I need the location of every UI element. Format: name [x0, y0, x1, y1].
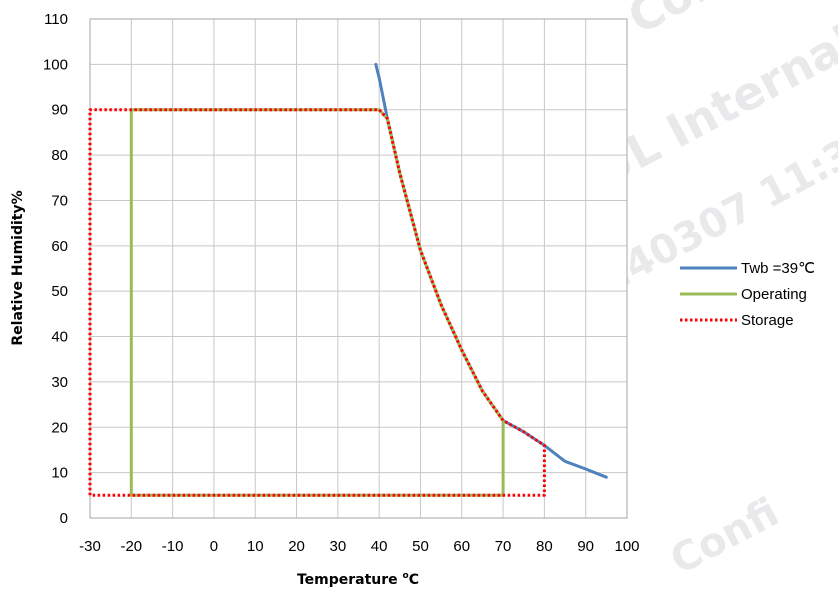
y-tick-label: 10: [51, 465, 68, 482]
x-tick-label: -20: [120, 538, 142, 555]
x-tick-label: 50: [412, 538, 429, 555]
x-tick-label: 90: [577, 538, 594, 555]
plot-area: [88, 18, 628, 519]
y-tick-label: 20: [51, 419, 68, 436]
x-tick-label: 0: [210, 538, 218, 555]
x-tick-label: 30: [330, 538, 347, 555]
x-axis-title-text: Temperature: [297, 572, 403, 588]
x-tick-label: -30: [79, 538, 101, 555]
y-tick-label: 100: [43, 56, 68, 73]
legend-label: Twb =39℃: [741, 260, 815, 277]
y-tick-label: 70: [51, 192, 68, 209]
x-tick-label: 80: [536, 538, 553, 555]
x-tick-label: 70: [495, 538, 512, 555]
legend-label: Operating: [741, 286, 807, 303]
y-tick-labels: 0 10 20 30 40 50 60 70 80 90 100 110: [43, 11, 68, 527]
series-line-storage: [88, 108, 546, 497]
legend-label: Storage: [741, 312, 794, 329]
y-tick-label: 90: [51, 102, 68, 119]
y-tick-label: 0: [60, 510, 68, 527]
x-axis-title-degree: o: [403, 571, 409, 581]
y-tick-label: 60: [51, 238, 68, 255]
x-axis-title: Temperature oC: [297, 571, 419, 588]
x-tick-label: 10: [247, 538, 264, 555]
x-tick-label: -10: [162, 538, 184, 555]
x-axis-title-unit: C: [409, 572, 419, 588]
watermark-text: Confi: [663, 489, 786, 584]
y-tick-label: 110: [44, 11, 68, 28]
y-tick-label: 50: [51, 283, 68, 300]
plot-background: [90, 19, 627, 518]
y-axis-title: Relative Humidity%: [10, 190, 26, 345]
x-tick-label: 60: [453, 538, 470, 555]
x-tick-label: 100: [614, 538, 639, 555]
x-tick-labels: -30 -20 -10 0 10 20 30 40 50 60 70 80 90 100: [79, 538, 639, 555]
y-tick-label: 30: [51, 374, 68, 391]
y-tick-label: 80: [51, 147, 68, 164]
x-tick-label: 20: [288, 538, 305, 555]
series-group: [88, 62, 608, 497]
y-tick-label: 40: [51, 329, 68, 346]
x-tick-label: 40: [371, 538, 388, 555]
legend: Twb =39℃ Operating Storage: [680, 260, 815, 329]
